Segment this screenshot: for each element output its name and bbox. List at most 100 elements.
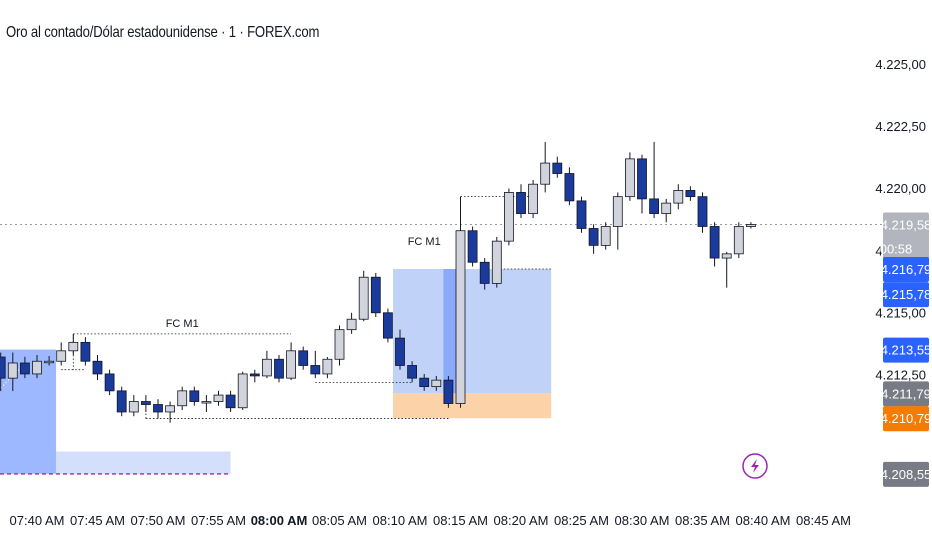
- candle-body: [479, 261, 490, 284]
- candle-0829[interactable]: [625, 152, 635, 201]
- candle-0743[interactable]: [68, 333, 79, 356]
- candle-0808[interactable]: [370, 272, 381, 317]
- candle-0810[interactable]: [395, 329, 405, 370]
- candle-0750[interactable]: [153, 399, 163, 419]
- candle-0756[interactable]: [225, 390, 236, 412]
- y-tick-label: 4.220,00: [875, 181, 926, 196]
- candle-0753[interactable]: [189, 386, 200, 406]
- lightning-glyph: [751, 459, 759, 473]
- candle-0749[interactable]: [140, 395, 151, 412]
- candle-body: [576, 200, 587, 229]
- candle-body: [370, 276, 381, 314]
- candle-0836[interactable]: [709, 222, 720, 267]
- candle-0806[interactable]: [346, 312, 357, 334]
- y-tick-label: 4.225,00: [875, 57, 926, 72]
- candle-0757[interactable]: [237, 371, 248, 410]
- candle-0744[interactable]: [80, 337, 91, 366]
- candle-0803[interactable]: [310, 350, 321, 379]
- zone-strip-bottom: [56, 451, 231, 474]
- candle-0827[interactable]: [600, 222, 611, 250]
- price-badge-value: 4.215,78: [881, 287, 932, 302]
- candle-0816[interactable]: [467, 226, 478, 267]
- x-tick-label: 08:20 AM: [494, 513, 549, 528]
- candle-0742[interactable]: [56, 342, 67, 366]
- candle-0822[interactable]: [540, 141, 551, 193]
- candle-body: [286, 350, 297, 379]
- candle-0746[interactable]: [104, 369, 115, 396]
- candle-0835[interactable]: [697, 192, 708, 233]
- candle-0804[interactable]: [322, 357, 333, 379]
- candle-0802[interactable]: [298, 346, 309, 370]
- candle-0751[interactable]: [165, 401, 176, 423]
- candle-0747[interactable]: [116, 386, 127, 417]
- candle-body: [249, 373, 260, 377]
- candle-0831[interactable]: [649, 141, 659, 219]
- candle-0839[interactable]: [746, 222, 756, 229]
- x-tick-label: 07:50 AM: [131, 513, 186, 528]
- candle-0825[interactable]: [576, 196, 587, 233]
- candle-0818[interactable]: [491, 236, 502, 288]
- candle-0739[interactable]: [19, 356, 30, 379]
- candle-0828[interactable]: [612, 192, 623, 250]
- candle-body: [358, 276, 369, 320]
- candle-0813[interactable]: [431, 375, 442, 391]
- candle-0737[interactable]: [0, 352, 6, 392]
- candle-body: [455, 230, 466, 404]
- candle-0837[interactable]: [721, 251, 732, 288]
- price-badge-last: [883, 212, 929, 263]
- candle-0807[interactable]: [358, 270, 369, 322]
- price-badge-gray: [883, 381, 929, 407]
- price-badge-value: 4.216,79: [881, 262, 932, 277]
- candle-body: [128, 401, 139, 413]
- candle-0801[interactable]: [286, 342, 297, 381]
- candle-0811[interactable]: [407, 361, 418, 383]
- candle-0815[interactable]: [455, 196, 466, 408]
- candle-0824[interactable]: [564, 167, 575, 206]
- candle-body: [443, 379, 454, 404]
- candle-0805[interactable]: [334, 325, 345, 366]
- candle-body: [201, 401, 212, 404]
- candle-0823[interactable]: [552, 156, 563, 178]
- candle-0758[interactable]: [249, 369, 260, 383]
- candle-0748[interactable]: [128, 395, 139, 417]
- candle-0759[interactable]: [261, 350, 272, 379]
- candle-0826[interactable]: [588, 224, 599, 254]
- candle-0754[interactable]: [201, 395, 212, 412]
- candle-body: [516, 192, 526, 214]
- candle-0809[interactable]: [382, 308, 393, 343]
- candle-0812[interactable]: [419, 373, 430, 391]
- x-tick-label: 07:45 AM: [70, 513, 125, 528]
- candle-body: [419, 377, 430, 388]
- candle-0741[interactable]: [44, 356, 54, 366]
- candle-0755[interactable]: [213, 390, 224, 406]
- candle-body: [189, 390, 200, 402]
- candle-0834[interactable]: [685, 186, 696, 201]
- candle-body: [92, 360, 103, 375]
- candle-body: [431, 379, 442, 388]
- candle-body: [503, 192, 514, 242]
- fvg-zone-blue: [393, 269, 552, 394]
- candle-0832[interactable]: [661, 198, 672, 223]
- candle-0819[interactable]: [503, 188, 514, 246]
- candle-0752[interactable]: [177, 386, 188, 410]
- candle-0800[interactable]: [274, 355, 284, 383]
- candle-body: [552, 162, 563, 174]
- candle-0833[interactable]: [673, 184, 684, 210]
- candle-0821[interactable]: [528, 179, 538, 219]
- candle-0814[interactable]: [443, 375, 454, 408]
- candle-0838[interactable]: [733, 222, 744, 259]
- candle-body: [540, 162, 551, 185]
- price-badge-gray: [883, 461, 929, 487]
- candle-0820[interactable]: [516, 184, 526, 219]
- candle-0740[interactable]: [32, 355, 42, 379]
- candle-0830[interactable]: [637, 154, 647, 214]
- candle-0738[interactable]: [7, 352, 18, 392]
- candle-0817[interactable]: [479, 258, 490, 290]
- candle-body: [298, 350, 309, 366]
- candle-0745[interactable]: [92, 355, 103, 381]
- annotation-label: FC M1: [408, 236, 441, 248]
- price-badge-value: 4.211,79: [881, 386, 931, 401]
- candle-body: [395, 337, 405, 366]
- candle-body: [564, 173, 575, 202]
